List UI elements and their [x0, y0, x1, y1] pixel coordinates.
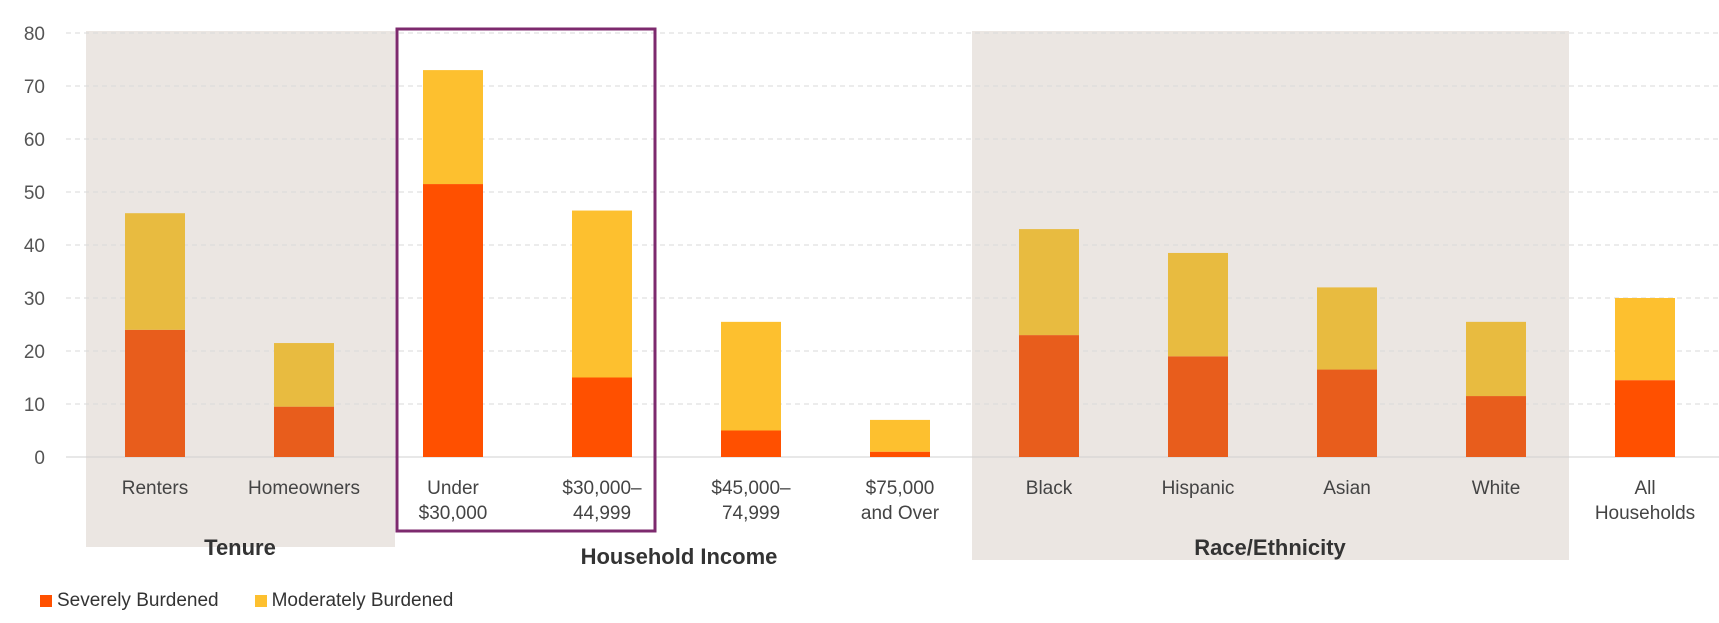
x-tick-label: 44,999: [573, 503, 631, 524]
bar-moderately-burdened: [721, 321, 781, 431]
legend-swatch-moderate: [254, 595, 267, 607]
x-axis-tick-labels: Renters Homeowners Under $30,000 $30,000– 44,…: [122, 478, 1695, 524]
bar-severely-burdened: [870, 451, 930, 457]
x-tick-label: and Over: [861, 503, 940, 524]
bar-severely-burdened: [1615, 380, 1675, 457]
bar-severely-burdened: [423, 184, 483, 458]
x-tick-label: Asian: [1323, 478, 1371, 499]
bar-severely-burdened: [125, 329, 185, 457]
y-tick-label: 10: [24, 395, 45, 416]
x-tick-label: Renters: [122, 478, 189, 499]
highlight-box-layer: [395, 27, 657, 533]
bar-severely-burdened: [1466, 396, 1526, 457]
group-label: Race/Ethnicity: [1194, 535, 1346, 560]
y-tick-label: 40: [24, 236, 45, 257]
legend-swatch-severe: [40, 595, 52, 607]
y-tick-label: 60: [24, 130, 45, 151]
legend-item-severe: Severely Burdened: [40, 590, 219, 612]
bar-moderately-burdened: [1615, 298, 1675, 381]
bar-severely-burdened: [274, 406, 334, 457]
x-tick-label: Households: [1595, 503, 1695, 524]
group-labels-layer: Tenure Household Income Race/Ethnicity: [204, 535, 1346, 569]
group-label: Tenure: [204, 535, 276, 560]
bar-moderately-burdened: [423, 70, 483, 185]
y-tick-label: 20: [24, 342, 45, 363]
x-tick-label: Homeowners: [248, 478, 360, 499]
y-tick-label: 70: [24, 77, 45, 98]
group-label: Household Income: [581, 544, 778, 569]
bar-severely-burdened: [1168, 356, 1228, 457]
x-tick-label: $30,000–: [562, 478, 642, 499]
x-tick-label: $30,000: [419, 503, 488, 524]
bar-moderately-burdened: [1168, 252, 1228, 357]
bar-moderately-burdened: [274, 343, 334, 407]
bar-severely-burdened: [1019, 335, 1079, 457]
x-tick-label: $45,000–: [711, 478, 791, 499]
bar-severely-burdened: [572, 377, 632, 457]
highlight-box: [395, 27, 657, 533]
y-tick-label: 30: [24, 289, 45, 310]
bar-severely-burdened: [721, 430, 781, 457]
bar-moderately-burdened: [870, 419, 930, 452]
bar-moderately-burdened: [125, 213, 185, 330]
x-tick-label: Black: [1026, 478, 1073, 499]
y-tick-label: 50: [24, 183, 45, 204]
legend-label-moderate: Moderately Burdened: [271, 590, 454, 611]
gridlines-layer: [66, 32, 1719, 458]
x-tick-label: $75,000: [866, 478, 935, 499]
bar-severely-burdened: [1317, 369, 1377, 457]
legend-item-moderate: Moderately Burdened: [254, 590, 454, 612]
bar-moderately-burdened: [1466, 321, 1526, 397]
bars-layer: [125, 70, 1675, 458]
bar-moderately-burdened: [572, 210, 632, 378]
y-axis-ticks: 0 10 20 30 40 50 60 70 80: [24, 24, 45, 469]
x-tick-label: Under: [427, 478, 479, 499]
x-tick-label: All: [1634, 478, 1655, 499]
legend: Severely Burdened Moderately Burdened: [40, 590, 453, 612]
bar-moderately-burdened: [1317, 287, 1377, 370]
y-tick-label: 0: [34, 448, 45, 469]
group-shading-layer: [86, 31, 1569, 560]
bar-moderately-burdened: [1019, 229, 1079, 336]
legend-label-severe: Severely Burdened: [57, 590, 219, 611]
x-tick-label: Hispanic: [1162, 478, 1235, 499]
y-tick-label: 80: [24, 24, 45, 45]
x-tick-label: 74,999: [722, 503, 780, 524]
x-tick-label: White: [1472, 478, 1521, 499]
